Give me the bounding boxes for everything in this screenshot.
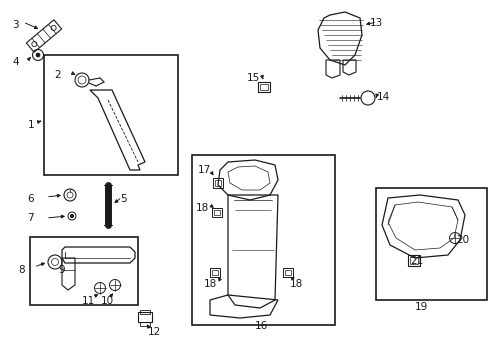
Text: 9: 9 (58, 265, 65, 275)
Bar (140, 322, 150, 326)
Text: 14: 14 (377, 92, 390, 102)
Text: 21: 21 (410, 256, 423, 266)
Text: 2: 2 (54, 70, 61, 80)
Bar (210, 268, 220, 277)
Bar (376, 188, 487, 300)
Text: 5: 5 (120, 194, 126, 204)
Text: 10: 10 (101, 296, 114, 306)
Text: 17: 17 (198, 165, 211, 175)
Bar (285, 270, 291, 275)
Bar (408, 255, 420, 266)
Text: 12: 12 (148, 327, 161, 337)
Text: 18: 18 (196, 203, 209, 213)
Bar (258, 82, 270, 92)
Text: 18: 18 (290, 279, 303, 289)
Bar (212, 270, 218, 275)
Bar (192, 155, 335, 325)
Text: 7: 7 (27, 213, 34, 223)
Text: 6: 6 (27, 194, 34, 204)
Bar (140, 310, 150, 314)
Bar (283, 268, 293, 277)
Circle shape (71, 215, 73, 217)
Text: 11: 11 (82, 296, 95, 306)
Bar (44, 55, 178, 175)
Text: 16: 16 (255, 321, 268, 331)
Bar (215, 180, 221, 186)
Text: 8: 8 (18, 265, 24, 275)
Text: 20: 20 (456, 235, 469, 245)
Text: 1: 1 (28, 120, 35, 130)
Text: 4: 4 (12, 57, 19, 67)
Text: 19: 19 (415, 302, 428, 312)
Bar (410, 257, 418, 264)
Bar (30, 237, 138, 305)
Text: 3: 3 (12, 20, 19, 30)
Text: 18: 18 (204, 279, 217, 289)
Bar (212, 208, 222, 217)
Bar (214, 210, 220, 215)
Bar (138, 312, 152, 322)
Text: 15: 15 (247, 73, 260, 83)
Bar (213, 178, 223, 188)
Text: 13: 13 (370, 18, 383, 28)
Bar (260, 84, 268, 90)
Circle shape (36, 53, 40, 57)
